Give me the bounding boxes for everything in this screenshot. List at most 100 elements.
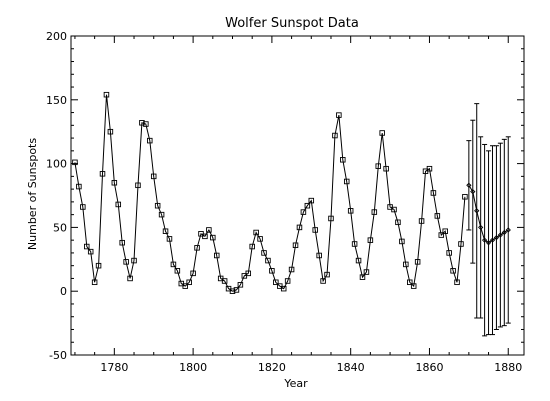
observed-point [430, 190, 437, 196]
observed-point [446, 250, 452, 256]
observed-point [336, 112, 342, 118]
observed-point [442, 228, 448, 234]
observed-point [245, 270, 252, 277]
observed-point [395, 219, 401, 226]
observed-point [383, 165, 389, 172]
observed-point [355, 257, 362, 264]
observed-point [131, 257, 137, 264]
observed-point [304, 202, 311, 209]
predicted-point [478, 224, 484, 231]
observed-point [320, 278, 326, 284]
observed-point [229, 288, 236, 294]
observed-point [379, 130, 385, 136]
predicted-point [470, 189, 476, 195]
observed-point [103, 91, 110, 98]
observed-point [399, 238, 405, 245]
predicted-point [505, 227, 511, 233]
observed-point [288, 266, 295, 273]
observed-point [332, 132, 338, 139]
predicted-point [485, 240, 492, 246]
observed-point [312, 227, 318, 233]
y-tick-label: -50 [49, 349, 67, 362]
x-tick-label: 1860 [415, 361, 443, 374]
observed-point [308, 197, 315, 204]
observed-point [115, 201, 122, 208]
observed-point [80, 204, 86, 210]
observed-point [418, 218, 425, 224]
observed-point [462, 194, 468, 200]
observed-point [221, 278, 228, 284]
predicted-point [497, 232, 504, 238]
x-tick-label: 1880 [494, 361, 522, 374]
x-tick-label: 1780 [100, 361, 128, 374]
observed-point [410, 283, 417, 289]
observed-point [296, 224, 303, 231]
observed-point [375, 163, 382, 169]
observed-point [391, 206, 397, 213]
plot-border [70, 35, 525, 356]
predicted-point [493, 234, 500, 241]
observed-point [87, 248, 94, 255]
observed-point [174, 268, 181, 274]
y-tick-label: 50 [53, 221, 67, 234]
observed-point [253, 229, 259, 236]
observed-point [414, 259, 421, 265]
y-tick-label: 200 [46, 30, 67, 43]
observed-point [150, 173, 157, 180]
observed-point [127, 275, 133, 282]
y-tick-label: 150 [46, 94, 67, 107]
observed-point [269, 268, 275, 274]
observed-point [95, 262, 102, 269]
observed-point [123, 259, 129, 265]
observed-point [438, 232, 445, 238]
chart-title: Wolfer Sunspot Data [225, 16, 359, 31]
observed-point [237, 282, 244, 288]
observed-point [371, 209, 378, 215]
y-tick-label: 100 [46, 158, 67, 171]
observed-point [186, 279, 192, 286]
observed-point [257, 236, 263, 242]
observed-point [284, 278, 291, 284]
observed-point [135, 182, 141, 189]
observed-point [367, 237, 374, 243]
observed-point [340, 157, 346, 163]
observed-point [119, 239, 125, 246]
observed-point [147, 137, 153, 144]
observed-point [249, 243, 255, 250]
plot-frame [70, 35, 525, 356]
observed-point [143, 121, 149, 127]
y-tick-label: 0 [60, 285, 67, 298]
observed-point [458, 241, 464, 247]
observed-point [91, 279, 98, 286]
observed-point [111, 179, 118, 186]
observed-series-line [74, 94, 466, 292]
tick-labels: 1780 1800 1820 1840 1860 1880 -50 0 50 100 150 200 [46, 30, 522, 374]
x-axis-title: Year [283, 377, 308, 390]
predicted-point [481, 237, 488, 243]
observed-point [265, 257, 271, 264]
observed-point [139, 120, 145, 126]
predicted-point [489, 237, 496, 243]
observed-point [182, 283, 188, 289]
observed-point [84, 243, 90, 250]
observed-point [210, 234, 216, 241]
observed-point [363, 269, 370, 275]
axis-ticks [71, 35, 524, 356]
observed-point [166, 236, 173, 242]
observed-point [190, 270, 196, 277]
observed-point [454, 279, 460, 286]
observed-point [233, 287, 240, 293]
observed-point [292, 242, 299, 249]
observed-point [72, 159, 78, 166]
observed-point [154, 202, 161, 209]
observed-point [99, 171, 106, 177]
observed-point [273, 279, 279, 286]
observed-point [158, 211, 165, 218]
observed-point [403, 261, 409, 268]
observed-point [206, 227, 212, 233]
predicted-point [466, 182, 472, 188]
observed-point [213, 252, 220, 259]
predicted-point [501, 229, 507, 236]
